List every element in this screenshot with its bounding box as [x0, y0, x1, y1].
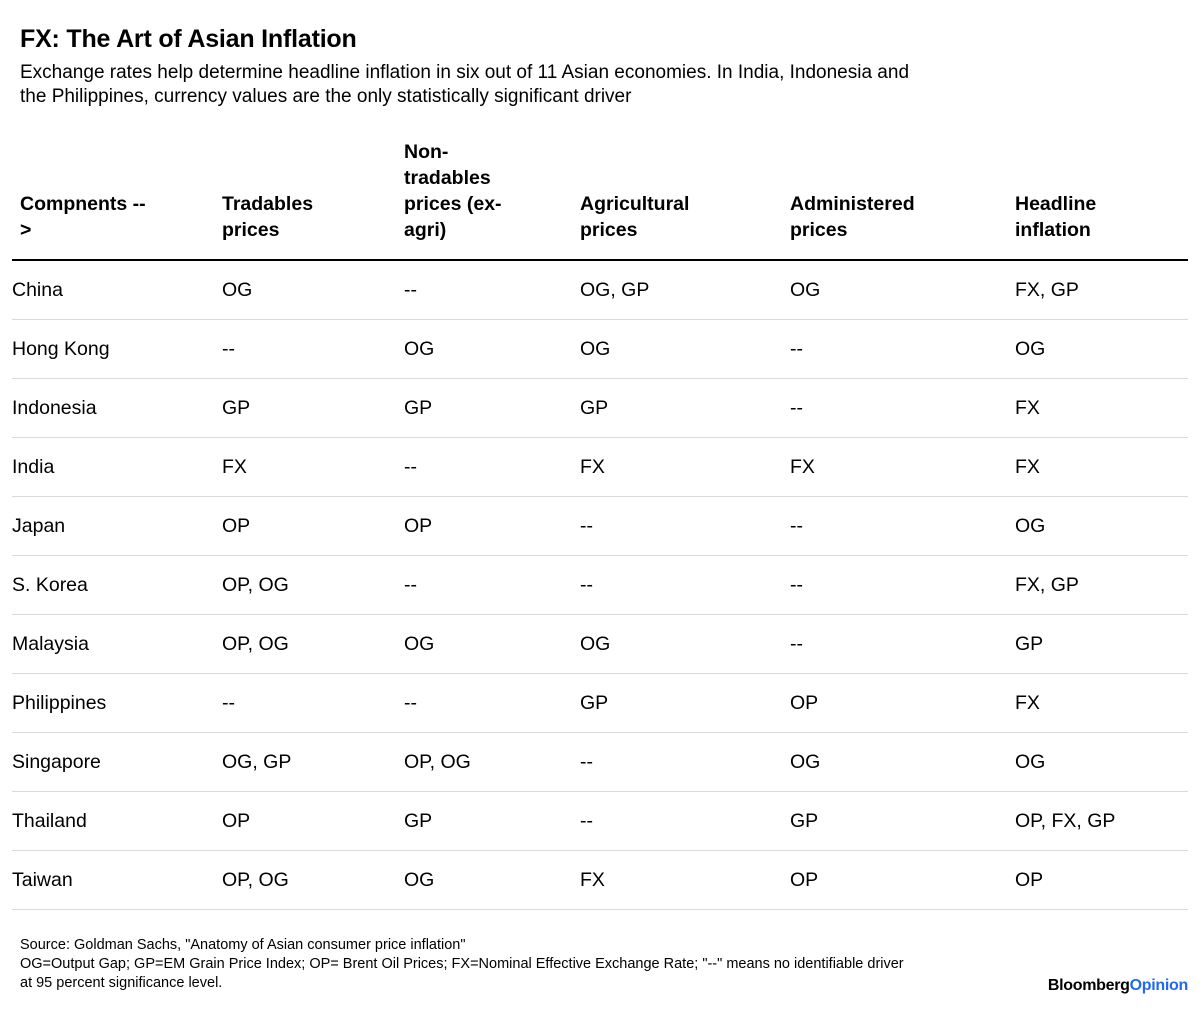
- driver-cell: OG: [580, 614, 790, 674]
- table-row: Singapore OG, GP OP, OG -- OG OG: [12, 732, 1188, 792]
- table-row: Philippines -- -- GP OP FX: [12, 673, 1188, 733]
- driver-cell: --: [222, 319, 404, 379]
- column-header-1: Tradables prices: [222, 139, 404, 261]
- legend-line: OG=Output Gap; GP=EM Grain Price Index; …: [20, 956, 904, 991]
- driver-cell: OP, OG: [222, 555, 404, 615]
- driver-cell: GP: [790, 791, 1015, 851]
- column-header-2: Non- tradables prices (ex- agri): [404, 139, 580, 261]
- driver-cell: OP: [222, 791, 404, 851]
- driver-cell: --: [404, 673, 580, 733]
- driver-cell: FX, GP: [1015, 555, 1188, 615]
- table-row: Malaysia OP, OG OG OG -- GP: [12, 614, 1188, 674]
- row-country-label: Philippines: [12, 673, 222, 733]
- driver-cell: --: [790, 378, 1015, 438]
- driver-cell: OP: [1015, 850, 1188, 910]
- row-country-label: India: [12, 437, 222, 497]
- driver-cell: --: [580, 732, 790, 792]
- driver-cell: --: [404, 555, 580, 615]
- table-header-row: Compnents -- > Tradables prices Non- trada…: [12, 139, 1188, 261]
- column-header-4: Administered prices: [790, 139, 1015, 261]
- driver-cell: FX, GP: [1015, 260, 1188, 320]
- driver-cell: OG: [1015, 319, 1188, 379]
- driver-cell: OP: [222, 496, 404, 556]
- column-header-3: Agricultural prices: [580, 139, 790, 261]
- row-country-label: Japan: [12, 496, 222, 556]
- table-row: Indonesia GP GP GP -- FX: [12, 378, 1188, 438]
- driver-cell: OG: [404, 319, 580, 379]
- driver-cell: GP: [404, 378, 580, 438]
- driver-cell: FX: [790, 437, 1015, 497]
- driver-cell: --: [790, 555, 1015, 615]
- row-country-label: Indonesia: [12, 378, 222, 438]
- driver-cell: FX: [580, 437, 790, 497]
- source-line: Source: Goldman Sachs, "Anatomy of Asian…: [20, 937, 466, 953]
- table-row: S. Korea OP, OG -- -- -- FX, GP: [12, 555, 1188, 615]
- row-country-label: China: [12, 260, 222, 320]
- driver-cell: OP: [790, 673, 1015, 733]
- row-country-label: Taiwan: [12, 850, 222, 910]
- row-country-label: Malaysia: [12, 614, 222, 674]
- driver-cell: OG: [222, 260, 404, 320]
- driver-cell: OG: [404, 850, 580, 910]
- chart-title: FX: The Art of Asian Inflation: [20, 25, 357, 53]
- driver-cell: OG, GP: [222, 732, 404, 792]
- driver-cell: OG: [790, 260, 1015, 320]
- driver-cell: --: [790, 614, 1015, 674]
- table-row: Thailand OP GP -- GP OP, FX, GP: [12, 791, 1188, 851]
- driver-cell: FX: [1015, 437, 1188, 497]
- driver-cell: OP, OG: [222, 614, 404, 674]
- table-row: China OG -- OG, GP OG FX, GP: [12, 260, 1188, 320]
- table-body: China OG -- OG, GP OG FX, GP Hong Kong -- OG OG --…: [12, 260, 1188, 910]
- column-header-5: Headline inflation: [1015, 139, 1188, 261]
- row-country-label: Hong Kong: [12, 319, 222, 379]
- driver-cell: OG: [790, 732, 1015, 792]
- driver-cell: --: [790, 319, 1015, 379]
- driver-cell: OG: [580, 319, 790, 379]
- row-country-label: S. Korea: [12, 555, 222, 615]
- driver-cell: OG, GP: [580, 260, 790, 320]
- chart-subtitle: Exchange rates help determine headline i…: [20, 62, 910, 107]
- driver-cell: OP: [790, 850, 1015, 910]
- row-country-label: Singapore: [12, 732, 222, 792]
- driver-cell: OP, OG: [222, 850, 404, 910]
- driver-cell: OG: [1015, 496, 1188, 556]
- driver-cell: OG: [404, 614, 580, 674]
- driver-cell: GP: [404, 791, 580, 851]
- column-header-0: Compnents -- >: [12, 139, 222, 261]
- logo-section-text: Opinion: [1129, 977, 1189, 994]
- driver-cell: FX: [1015, 378, 1188, 438]
- driver-cell: --: [404, 260, 580, 320]
- driver-cell: --: [580, 791, 790, 851]
- driver-cell: --: [404, 437, 580, 497]
- driver-cell: GP: [580, 673, 790, 733]
- inflation-drivers-table: Compnents -- > Tradables prices Non- trada…: [12, 139, 1188, 910]
- driver-cell: --: [222, 673, 404, 733]
- driver-cell: FX: [580, 850, 790, 910]
- driver-cell: --: [580, 555, 790, 615]
- footnote: Source: Goldman Sachs, "Anatomy of Asian…: [20, 936, 1180, 993]
- driver-cell: GP: [580, 378, 790, 438]
- driver-cell: FX: [222, 437, 404, 497]
- driver-cell: GP: [222, 378, 404, 438]
- table-row: India FX -- FX FX FX: [12, 437, 1188, 497]
- row-country-label: Thailand: [12, 791, 222, 851]
- driver-cell: --: [790, 496, 1015, 556]
- driver-cell: OG: [1015, 732, 1188, 792]
- table-row: Japan OP OP -- -- OG: [12, 496, 1188, 556]
- driver-cell: OP, OG: [404, 732, 580, 792]
- driver-cell: --: [580, 496, 790, 556]
- bloomberg-opinion-logo: BloombergOpinion: [1048, 977, 1188, 995]
- logo-brand-text: Bloomberg: [1047, 977, 1130, 994]
- table-row: Taiwan OP, OG OG FX OP OP: [12, 850, 1188, 910]
- table-row: Hong Kong -- OG OG -- OG: [12, 319, 1188, 379]
- driver-cell: FX: [1015, 673, 1188, 733]
- driver-cell: OP, FX, GP: [1015, 791, 1188, 851]
- driver-cell: OP: [404, 496, 580, 556]
- driver-cell: GP: [1015, 614, 1188, 674]
